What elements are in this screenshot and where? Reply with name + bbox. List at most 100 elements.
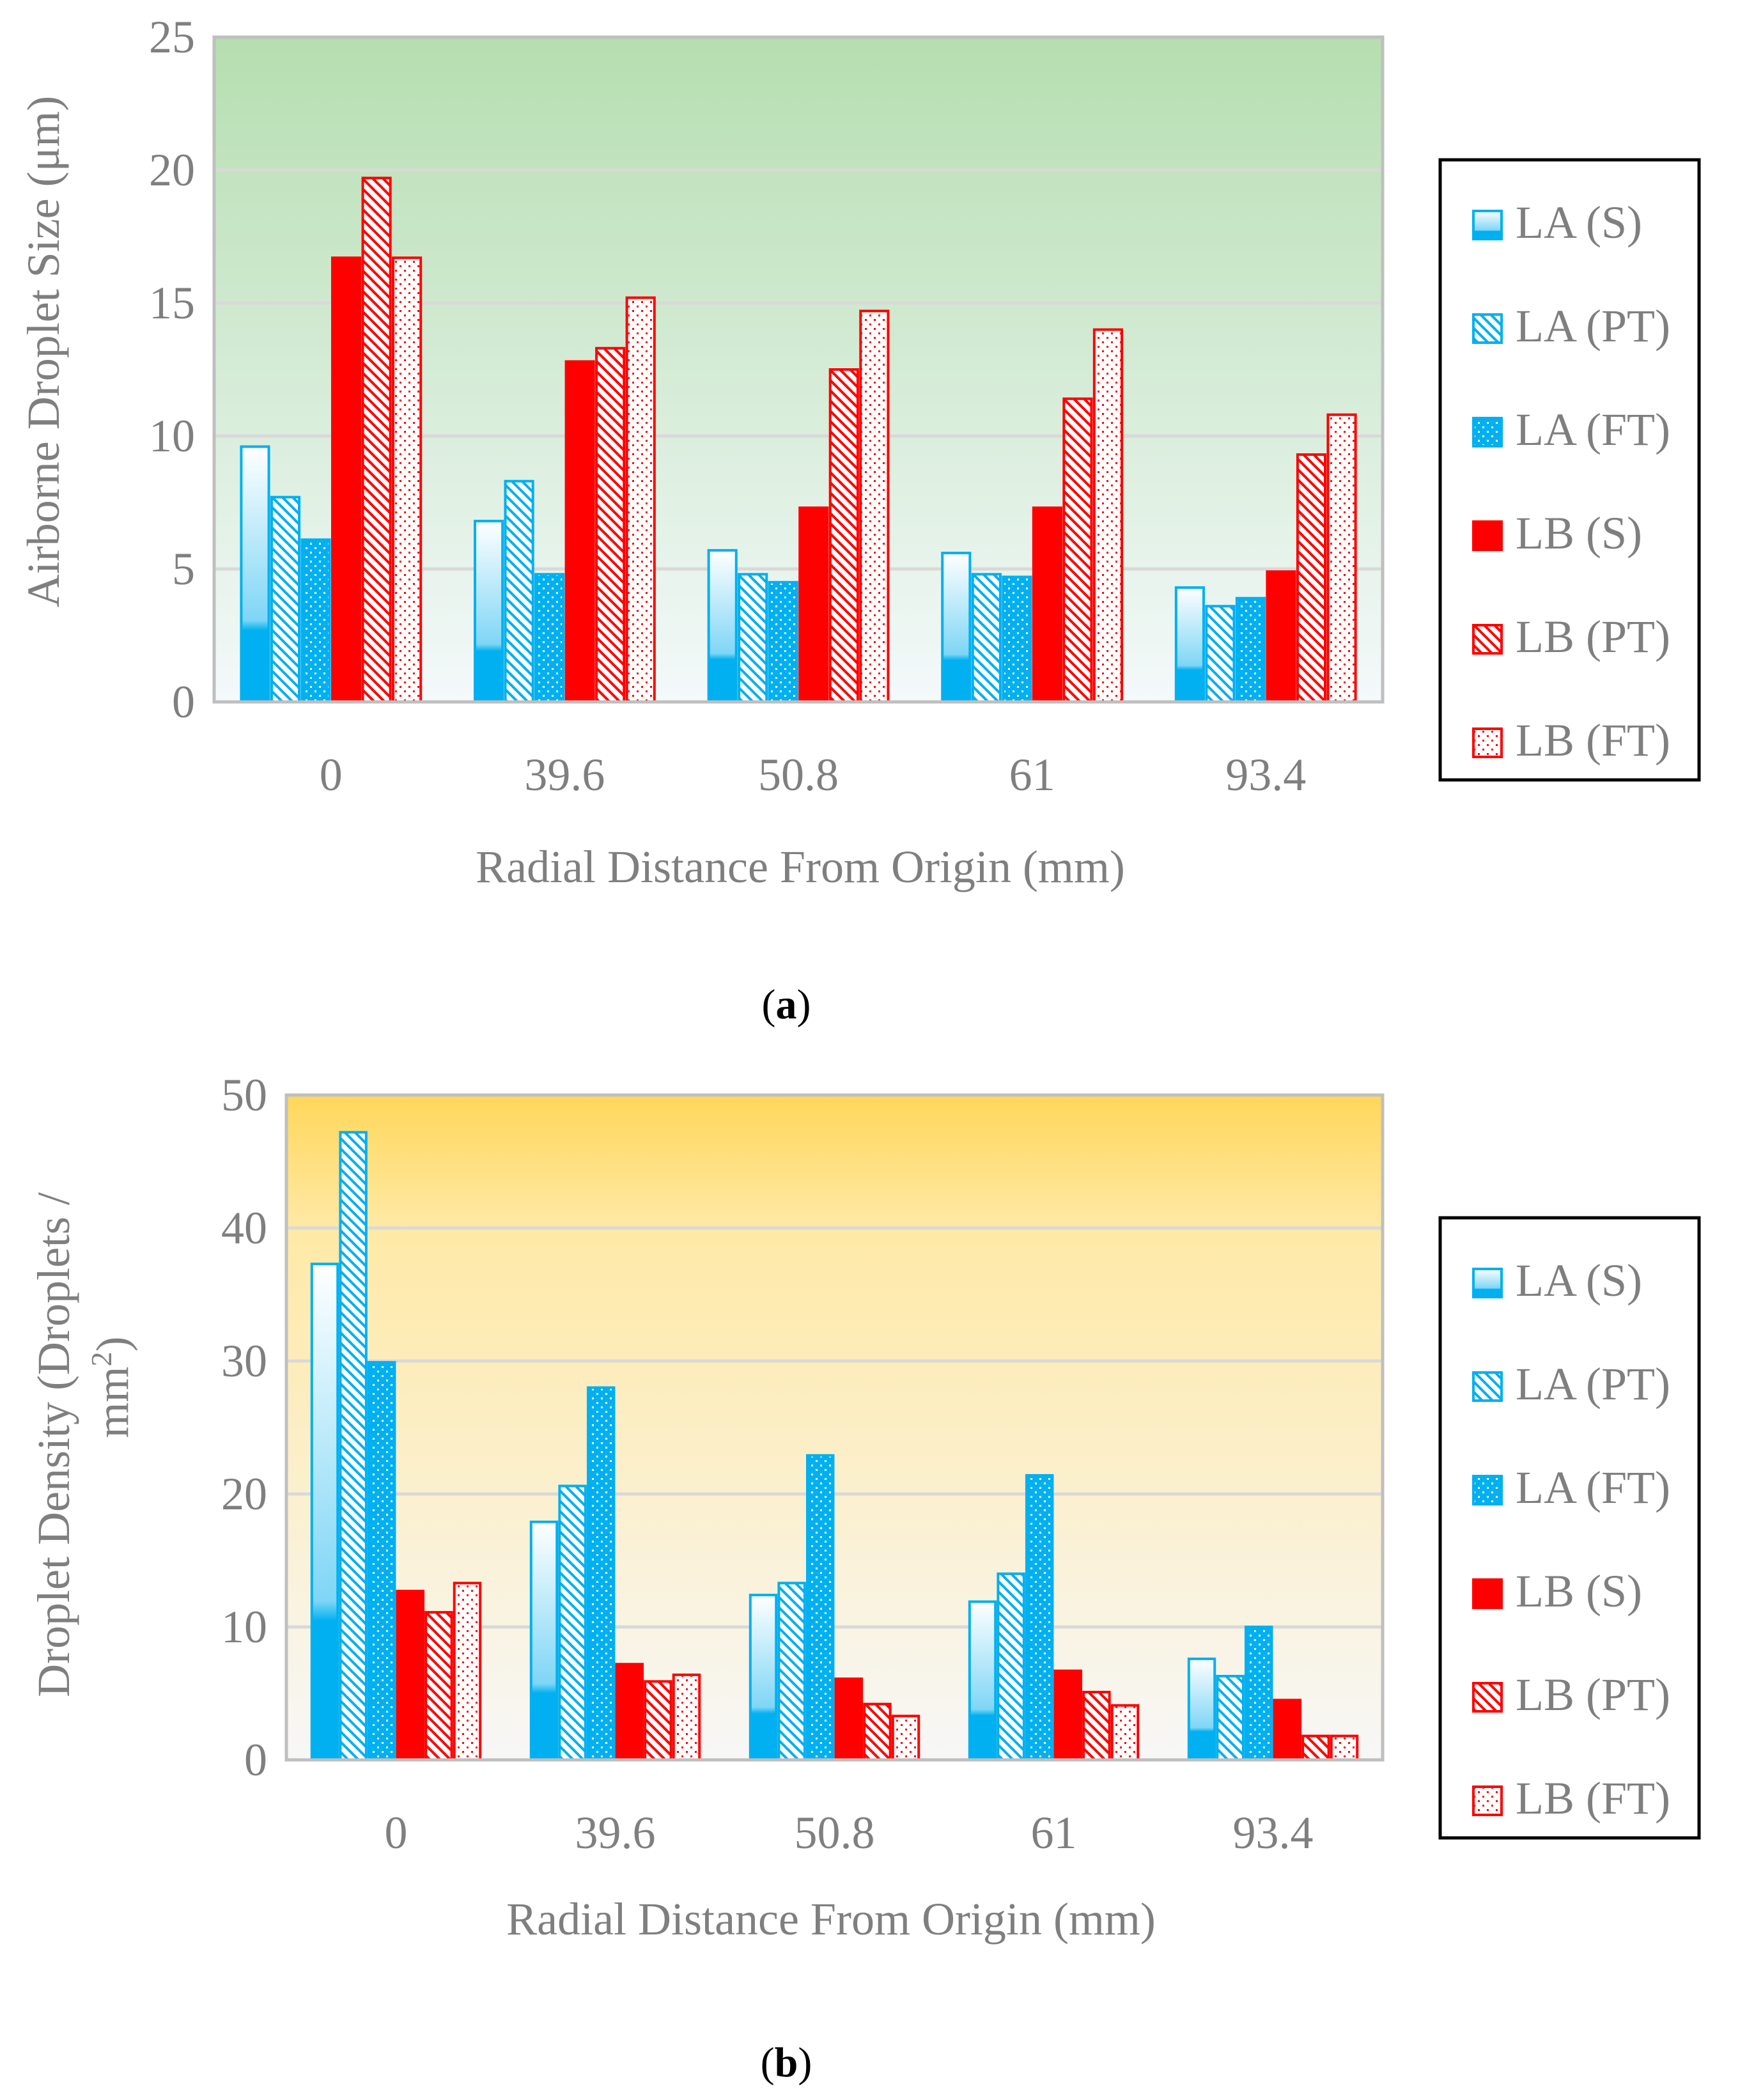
chart-b-legend-label-la-s: LA (S) bbox=[1516, 1255, 1642, 1306]
chart-b-bar-la-ft-0 bbox=[367, 1361, 396, 1762]
chart-b-bar-lb-ft-0 bbox=[453, 1582, 482, 1762]
chart-b-caption: (b) bbox=[761, 2039, 812, 2086]
chart-b-x-tick-label: 39.6 bbox=[575, 1807, 656, 1858]
chart-a-bar-la-pt-0 bbox=[270, 495, 301, 703]
chart-a-legend-swatch-la-s bbox=[1472, 210, 1503, 240]
chart-a-x-tick-label: 50.8 bbox=[758, 749, 839, 800]
chart-a-bar-la-s-39-6 bbox=[474, 520, 504, 703]
chart-b-y-tick-labels: 0 10 20 30 40 50 bbox=[221, 1069, 267, 1785]
chart-a-caption: (a) bbox=[762, 981, 811, 1028]
chart-b-droplet-density: 0 10 20 30 40 50 0 39.6 50.8 61 93.4 Droplet Dens… bbox=[28, 1069, 1701, 2086]
chart-b-x-axis-label: Radial Distance From Origin (mm) bbox=[506, 1894, 1156, 1945]
chart-a-bar-la-ft-0 bbox=[300, 538, 331, 703]
chart-b-legend-swatch-lb-ft bbox=[1472, 1785, 1503, 1816]
chart-b-bar-lb-pt-50-8 bbox=[863, 1702, 892, 1761]
chart-a-bar-la-s-93-4 bbox=[1174, 586, 1205, 703]
chart-a-y-axis-label: Airborne Droplet Size (μm) bbox=[18, 96, 69, 607]
chart-a-legend-swatch-la-pt bbox=[1472, 313, 1503, 344]
chart-b-bar-lb-ft-61 bbox=[1110, 1704, 1140, 1761]
chart-b-y-tick-label: 50 bbox=[221, 1069, 267, 1121]
chart-a-bar-la-pt-39-6 bbox=[504, 479, 534, 703]
chart-b-bar-la-ft-61 bbox=[1025, 1474, 1054, 1761]
chart-b-bar-la-pt-61 bbox=[997, 1572, 1025, 1762]
chart-a-x-tick-label: 39.6 bbox=[524, 749, 605, 800]
chart-b-y-axis-label: Droplet Density (Droplets / mm2) bbox=[28, 1192, 138, 1697]
chart-b-y-tick-label: 40 bbox=[221, 1202, 267, 1254]
chart-a-y-tick-label: 0 bbox=[172, 676, 195, 727]
chart-b-bar-lb-s-50-8 bbox=[834, 1677, 864, 1762]
chart-b-bar-lb-s-61 bbox=[1053, 1669, 1083, 1761]
chart-a-bar-la-ft-39-6 bbox=[534, 573, 565, 703]
chart-b-bar-lb-ft-50-8 bbox=[891, 1715, 920, 1762]
chart-a-legend-swatch-la-ft bbox=[1472, 417, 1503, 447]
chart-b-y-tick-label: 20 bbox=[221, 1468, 267, 1520]
chart-a-bar-la-ft-50-8 bbox=[768, 580, 798, 703]
chart-b-legend-label-lb-ft: LB (FT) bbox=[1516, 1773, 1670, 1824]
chart-a-bar-la-pt-50-8 bbox=[738, 573, 768, 703]
chart-b-x-tick-label: 50.8 bbox=[795, 1807, 875, 1858]
chart-a-legend-label-la-ft: LA (FT) bbox=[1516, 404, 1670, 455]
chart-b-legend-swatch-lb-s bbox=[1472, 1578, 1503, 1609]
chart-a-legend-swatch-lb-ft bbox=[1472, 727, 1503, 758]
chart-b-bar-la-s-61 bbox=[968, 1600, 997, 1761]
chart-b-legend-label-lb-pt: LB (PT) bbox=[1516, 1669, 1670, 1720]
chart-a-legend-label-la-s: LA (S) bbox=[1516, 197, 1642, 248]
chart-b-legend-swatch-la-pt bbox=[1472, 1371, 1503, 1402]
chart-b-bar-lb-pt-93-4 bbox=[1301, 1734, 1330, 1762]
chart-a-bar-lb-ft-50-8 bbox=[859, 309, 890, 704]
chart-a-x-axis-label: Radial Distance From Origin (mm) bbox=[476, 841, 1125, 892]
chart-a-x-tick-labels: 0 39.6 50.8 61 93.4 bbox=[320, 749, 1306, 800]
chart-a-bar-la-s-50-8 bbox=[707, 548, 738, 703]
chart-a-bar-lb-ft-61 bbox=[1092, 328, 1123, 703]
chart-b-x-tick-label: 61 bbox=[1031, 1807, 1077, 1858]
chart-b-bar-lb-pt-61 bbox=[1082, 1690, 1111, 1761]
chart-a-bar-lb-s-0 bbox=[330, 256, 362, 703]
chart-b-y-tick-label: 10 bbox=[221, 1601, 267, 1653]
chart-b-bar-la-ft-93-4 bbox=[1244, 1626, 1273, 1761]
chart-a-y-tick-label: 10 bbox=[149, 410, 195, 462]
chart-a-x-tick-label: 0 bbox=[320, 749, 343, 800]
chart-a-bar-la-s-61 bbox=[941, 552, 972, 703]
chart-b-legend-swatch-lb-pt bbox=[1472, 1682, 1503, 1713]
chart-a-legend-label-lb-s: LB (S) bbox=[1516, 508, 1642, 559]
chart-b-x-tick-label: 0 bbox=[385, 1807, 408, 1858]
chart-b-bar-la-pt-93-4 bbox=[1216, 1674, 1245, 1761]
chart-a-legend-box bbox=[1438, 158, 1701, 782]
chart-a-droplet-size: 0 5 10 15 20 25 0 39.6 50.8 61 93.4 Airborne Drop… bbox=[18, 12, 1701, 1028]
chart-a-bar-lb-pt-0 bbox=[361, 176, 392, 704]
chart-b-bar-la-pt-39-6 bbox=[558, 1484, 587, 1762]
chart-b-legend-box bbox=[1438, 1216, 1701, 1840]
chart-b-bar-lb-pt-39-6 bbox=[644, 1680, 672, 1762]
chart-b-bar-lb-pt-0 bbox=[424, 1611, 453, 1762]
chart-a-legend-label-lb-ft: LB (FT) bbox=[1516, 715, 1670, 766]
chart-b-legend-label-la-pt: LA (PT) bbox=[1516, 1358, 1670, 1410]
chart-b-bar-la-s-93-4 bbox=[1187, 1657, 1216, 1761]
chart-a-bar-lb-s-50-8 bbox=[798, 506, 829, 703]
chart-a-x-tick-label: 61 bbox=[1009, 749, 1055, 800]
chart-a-bar-lb-s-61 bbox=[1032, 506, 1062, 703]
chart-a-y-tick-label: 25 bbox=[149, 12, 195, 63]
chart-a-legend-label-la-pt: LA (PT) bbox=[1516, 300, 1670, 352]
chart-a-y-tick-label: 5 bbox=[172, 543, 195, 595]
chart-a-bar-la-ft-93-4 bbox=[1235, 596, 1266, 704]
chart-a-bar-lb-ft-0 bbox=[392, 256, 423, 703]
chart-a-bar-lb-ft-39-6 bbox=[625, 296, 656, 703]
chart-b-y-axis-label-line1: Droplet Density (Droplets / bbox=[28, 1192, 79, 1697]
chart-a-bar-la-pt-93-4 bbox=[1205, 605, 1236, 703]
chart-a-y-tick-label: 20 bbox=[149, 144, 195, 196]
chart-a-legend: LA (S) LA (PT) LA (FT) LB (S) LB (PT) LB (FT) bbox=[1438, 158, 1701, 782]
chart-b-x-tick-label: 93.4 bbox=[1233, 1807, 1314, 1858]
chart-a-bar-la-pt-61 bbox=[971, 573, 1002, 703]
chart-a-bar-la-s-0 bbox=[240, 445, 270, 703]
chart-b-y-tick-label: 30 bbox=[221, 1335, 267, 1387]
chart-b-bar-lb-ft-39-6 bbox=[672, 1673, 701, 1761]
chart-b-y-tick-label: 0 bbox=[244, 1734, 267, 1785]
chart-a-x-tick-label: 93.4 bbox=[1225, 749, 1306, 800]
chart-a-legend-swatch-lb-pt bbox=[1472, 624, 1503, 655]
chart-b-bar-lb-ft-93-4 bbox=[1330, 1734, 1359, 1762]
chart-b-bar-la-ft-39-6 bbox=[586, 1386, 616, 1762]
chart-b-legend-swatch-la-s bbox=[1472, 1268, 1503, 1298]
chart-a-bar-lb-s-93-4 bbox=[1266, 570, 1296, 703]
chart-a-bars bbox=[240, 176, 1357, 704]
chart-a-bar-lb-pt-93-4 bbox=[1296, 453, 1327, 703]
